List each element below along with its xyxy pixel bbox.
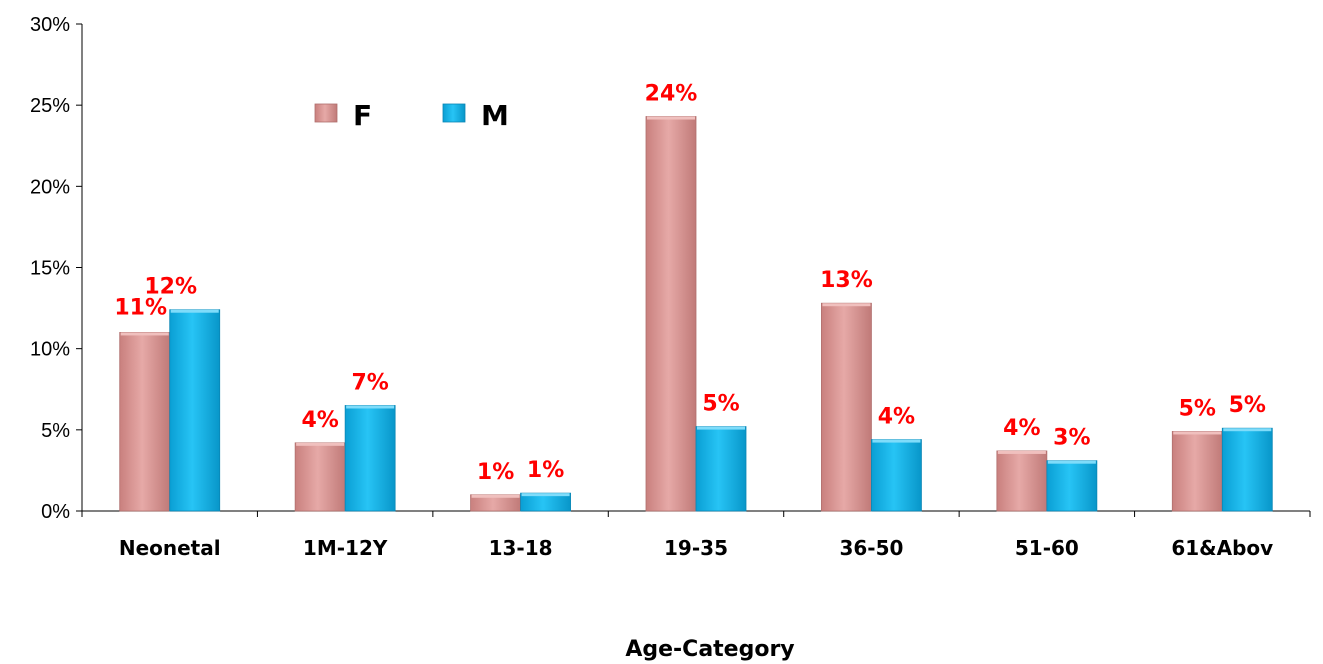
data-label: 1% (477, 460, 514, 485)
x-tick-label: 19-35 (664, 536, 728, 560)
data-label: 4% (1003, 416, 1040, 441)
bar-bevel-highlight (170, 309, 219, 313)
data-label: 4% (301, 408, 338, 433)
legend-swatch-f (314, 103, 338, 123)
legend-swatch-m (442, 103, 466, 123)
bar-bevel-highlight (521, 493, 570, 497)
bar-bevel-highlight (346, 405, 395, 409)
data-label: 5% (1179, 396, 1216, 421)
bar-m (695, 426, 747, 512)
bar-f (821, 302, 872, 512)
data-label: 24% (645, 82, 698, 107)
x-tick-label: 1M-12Y (303, 536, 388, 560)
bar-f (645, 116, 697, 512)
bar-bevel-highlight (1173, 431, 1222, 435)
bar-bevel-highlight (471, 494, 520, 498)
bar-f (996, 450, 1048, 512)
data-label: 1% (527, 458, 564, 483)
y-tick-label: 5% (41, 420, 70, 442)
bar-bevel-highlight (697, 426, 745, 430)
legend-label-m: M (481, 99, 509, 132)
data-label: 7% (351, 370, 388, 395)
y-tick-label: 25% (30, 95, 70, 117)
x-tick-label: 61&Abov (1171, 536, 1273, 560)
bar-bevel-highlight (1047, 460, 1096, 464)
data-label: 11% (114, 295, 167, 320)
bar-m (871, 439, 922, 512)
x-tick-label: 13-18 (489, 536, 553, 560)
y-tick-label: 10% (30, 339, 70, 361)
bar-m (169, 309, 221, 512)
bar-m (1046, 460, 1098, 512)
data-label: 5% (1229, 393, 1266, 418)
data-label: 4% (878, 405, 915, 430)
bar-f (119, 332, 171, 512)
x-axis-title: Age-Category (625, 637, 794, 662)
data-label: 3% (1053, 426, 1090, 451)
legend-label-f: F (353, 99, 372, 132)
bar-bevel-highlight (296, 442, 345, 446)
y-tick-label: 15% (30, 258, 70, 280)
bar-m (1221, 427, 1273, 512)
bar-f (294, 442, 346, 512)
bar-bevel-highlight (647, 116, 695, 120)
bar-bevel-highlight (1223, 428, 1272, 432)
y-tick-label: 20% (30, 176, 70, 198)
bars-group (119, 116, 1273, 512)
x-tick-label: Neonetal (119, 536, 221, 560)
x-tick-label: 51-60 (1015, 536, 1079, 560)
data-label: 13% (820, 268, 873, 293)
bar-m (344, 405, 396, 512)
bar-bevel-highlight (997, 450, 1046, 454)
axes: 0% 5% 10% 15% 20% 25% 30% Neonetal 1M-12Y 13-18 19… (30, 14, 1311, 560)
bar-bevel-highlight (120, 332, 169, 336)
data-label: 12% (144, 275, 197, 300)
bar-bevel-highlight (872, 439, 921, 443)
y-tick-label: 0% (41, 501, 70, 523)
x-tick-label: 36-50 (839, 536, 903, 560)
bar-f (1171, 431, 1223, 512)
y-tick-label: 30% (30, 14, 70, 36)
data-label: 5% (702, 392, 739, 417)
bar-bevel-highlight (822, 303, 871, 307)
data-labels-group: 11% 4% 1% 24% 13% 4% 5% 12% 7% 1% 5% 4% 3% 5% (114, 82, 1266, 485)
